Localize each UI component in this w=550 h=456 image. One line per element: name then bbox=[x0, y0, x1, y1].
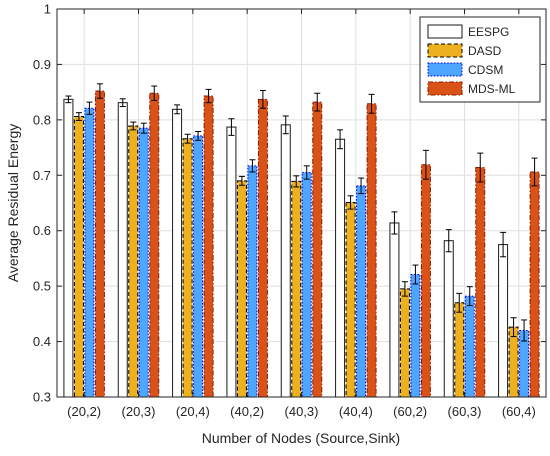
legend: EESPG DASD CDSM MDS-ML bbox=[419, 16, 541, 103]
x-tick-label: (20,4) bbox=[176, 404, 210, 419]
bar-mds-ml bbox=[312, 101, 323, 398]
axes: 0.3 0.4 0.5 0.6 0.7 0.8 0.9 1 (20,2) (20,3) (20,4)… bbox=[33, 2, 547, 419]
y-tick-label: 0.7 bbox=[33, 168, 51, 183]
bar-dasd bbox=[236, 180, 247, 398]
x-tick-label: (60,2) bbox=[393, 404, 427, 419]
legend-swatch bbox=[427, 43, 463, 58]
x-tick-label: (40,4) bbox=[339, 404, 373, 419]
bar-dasd bbox=[73, 116, 84, 398]
bar-cdsm bbox=[301, 172, 312, 398]
bar-dasd bbox=[399, 288, 410, 398]
bar-eespg bbox=[280, 124, 291, 398]
y-tick-label: 1 bbox=[44, 2, 51, 17]
bar-cdsm bbox=[84, 107, 95, 398]
x-tick-label: (40,3) bbox=[285, 404, 319, 419]
x-axis-label: Number of Nodes (Source,Sink) bbox=[202, 430, 400, 446]
bar-cdsm bbox=[247, 165, 258, 398]
bar-dasd bbox=[291, 180, 302, 398]
legend-label: CDSM bbox=[468, 63, 503, 77]
legend-swatch bbox=[427, 62, 463, 77]
bar-eespg bbox=[389, 222, 400, 398]
bar-dasd bbox=[182, 138, 193, 398]
x-tick-label: (60,4) bbox=[502, 404, 536, 419]
bar-cdsm bbox=[356, 185, 367, 398]
bar-eespg bbox=[172, 108, 183, 398]
bar-mds-ml bbox=[475, 167, 486, 398]
grid-lines bbox=[57, 9, 546, 397]
legend-swatch bbox=[427, 24, 463, 39]
y-tick-label: 0.3 bbox=[33, 390, 51, 405]
legend-swatch bbox=[427, 81, 463, 96]
bar-mds-ml bbox=[366, 103, 377, 398]
legend-label: EESPG bbox=[468, 25, 509, 39]
error-bars bbox=[65, 83, 538, 342]
y-tick-label: 0.8 bbox=[33, 112, 51, 127]
x-tick-label: (60,3) bbox=[448, 404, 482, 419]
bar-cdsm bbox=[410, 274, 421, 398]
bar-dasd bbox=[508, 326, 519, 398]
y-tick-label: 0.6 bbox=[33, 223, 51, 238]
bar-cdsm bbox=[464, 295, 475, 398]
bar-eespg bbox=[63, 98, 74, 398]
bar-dasd bbox=[345, 201, 356, 398]
bar-cdsm bbox=[138, 127, 149, 398]
bar-mds-ml bbox=[149, 92, 160, 398]
bar-mds-ml bbox=[94, 90, 105, 398]
bar-eespg bbox=[226, 126, 237, 398]
bar-mds-ml bbox=[257, 98, 268, 398]
bar-eespg bbox=[335, 138, 346, 398]
bar-eespg bbox=[498, 244, 509, 398]
x-tick-label: (20,2) bbox=[67, 404, 101, 419]
y-tick-label: 0.9 bbox=[33, 57, 51, 72]
legend-label: DASD bbox=[468, 44, 502, 58]
bar-mds-ml bbox=[203, 95, 214, 398]
bar-mds-ml bbox=[420, 164, 431, 398]
y-tick-label: 0.5 bbox=[33, 279, 51, 294]
x-tick-label: (40,2) bbox=[230, 404, 264, 419]
y-tick-label: 0.4 bbox=[33, 334, 51, 349]
bar-mds-ml bbox=[529, 171, 540, 398]
bar-eespg bbox=[443, 240, 454, 398]
bar-cdsm bbox=[193, 135, 204, 398]
bar-eespg bbox=[117, 102, 128, 398]
bar-dasd bbox=[128, 125, 139, 398]
plot-frame bbox=[56, 8, 547, 398]
y-axis-label: Average Residual Energy bbox=[5, 124, 21, 283]
legend-label: MDS-ML bbox=[468, 82, 516, 96]
x-tick-label: (20,3) bbox=[122, 404, 156, 419]
bar-dasd bbox=[454, 302, 465, 398]
